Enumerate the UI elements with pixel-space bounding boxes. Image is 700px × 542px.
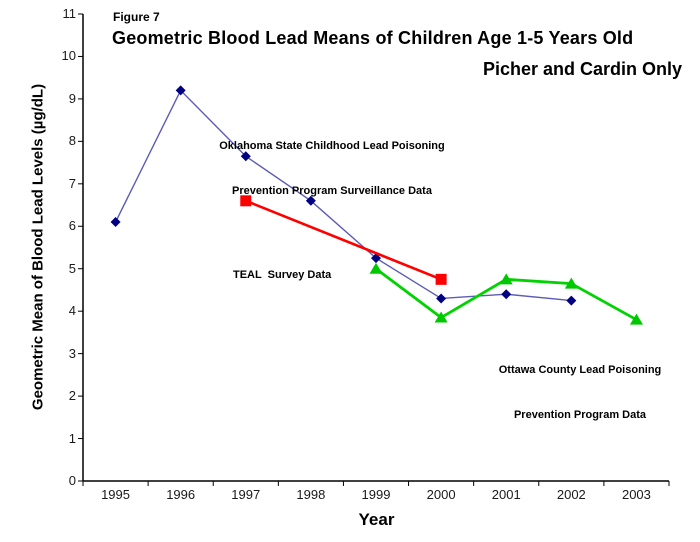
y-tick-label: 11 [62, 6, 77, 21]
annotation-oklahoma-series: Oklahoma State Childhood Lead Poisoning … [219, 109, 445, 229]
series-ottawa-county [369, 262, 643, 325]
chart-title-line2: Picher and Cardin Only [482, 59, 682, 79]
y-tick-label: 1 [68, 430, 76, 446]
data-point-triangle [369, 262, 383, 274]
data-point-triangle [499, 273, 513, 285]
x-tick-label: 1998 [296, 487, 326, 502]
annotation-ottawa-series: Ottawa County Lead Poisoning Prevention … [499, 333, 662, 453]
data-point-diamond [175, 85, 186, 96]
x-tick-label: 1997 [231, 487, 261, 502]
data-point-diamond [110, 217, 121, 228]
x-tick-label: 1995 [101, 487, 130, 502]
data-point-square [435, 273, 447, 285]
x-tick-label: 2002 [556, 487, 586, 502]
x-tick-label: 2000 [426, 487, 456, 502]
data-point-diamond [566, 295, 577, 306]
y-tick-label: 10 [61, 48, 76, 64]
y-tick-label: 6 [68, 218, 76, 234]
y-tick-label: 2 [68, 388, 76, 404]
x-tick-label: 2003 [621, 487, 651, 502]
x-tick-label: 2001 [491, 487, 521, 502]
annotation-oklahoma-line1: Oklahoma State Childhood Lead Poisoning [219, 140, 445, 152]
x-tick-label: 1999 [361, 487, 391, 502]
y-tick-label: 4 [68, 303, 76, 319]
annotation-teal-line1: TEAL Survey Data [233, 269, 332, 281]
series-teal-survey-line [245, 199, 442, 281]
data-point-triangle [629, 313, 643, 325]
series-oklahoma-surveillance [110, 85, 577, 306]
data-point-diamond [371, 253, 381, 264]
series-teal-survey [240, 195, 447, 285]
data-point-triangle [434, 311, 448, 323]
data-point-diamond [501, 289, 512, 300]
y-tick-label: 7 [68, 175, 76, 191]
figure-label: Figure 7 [113, 10, 160, 24]
y-tick-label: 9 [68, 90, 76, 106]
axes [78, 13, 670, 486]
data-point-diamond [240, 151, 251, 162]
x-tick-label: 1996 [166, 487, 196, 502]
chart-title-line1: Geometric Blood Lead Means of Children A… [112, 28, 634, 48]
annotation-teal-series: TEAL Survey Data [233, 238, 331, 313]
x-axis-title: Year [358, 510, 395, 529]
data-point-square [240, 195, 252, 207]
y-tick-label: 3 [68, 345, 76, 361]
annotation-ottawa-line2: Prevention Program Data [513, 409, 647, 421]
data-point-triangle [564, 277, 578, 289]
y-tick-label: 5 [68, 260, 76, 276]
y-tick-label: 0 [68, 473, 76, 488]
annotation-oklahoma-line2: Prevention Program Surveillance Data [232, 185, 432, 197]
series-oklahoma-surveillance-line [114, 89, 572, 302]
data-point-diamond [436, 293, 447, 304]
data-point-diamond [305, 195, 316, 206]
y-tick-label: 8 [68, 133, 76, 149]
annotation-ottawa-line1: Ottawa County Lead Poisoning [498, 364, 662, 376]
